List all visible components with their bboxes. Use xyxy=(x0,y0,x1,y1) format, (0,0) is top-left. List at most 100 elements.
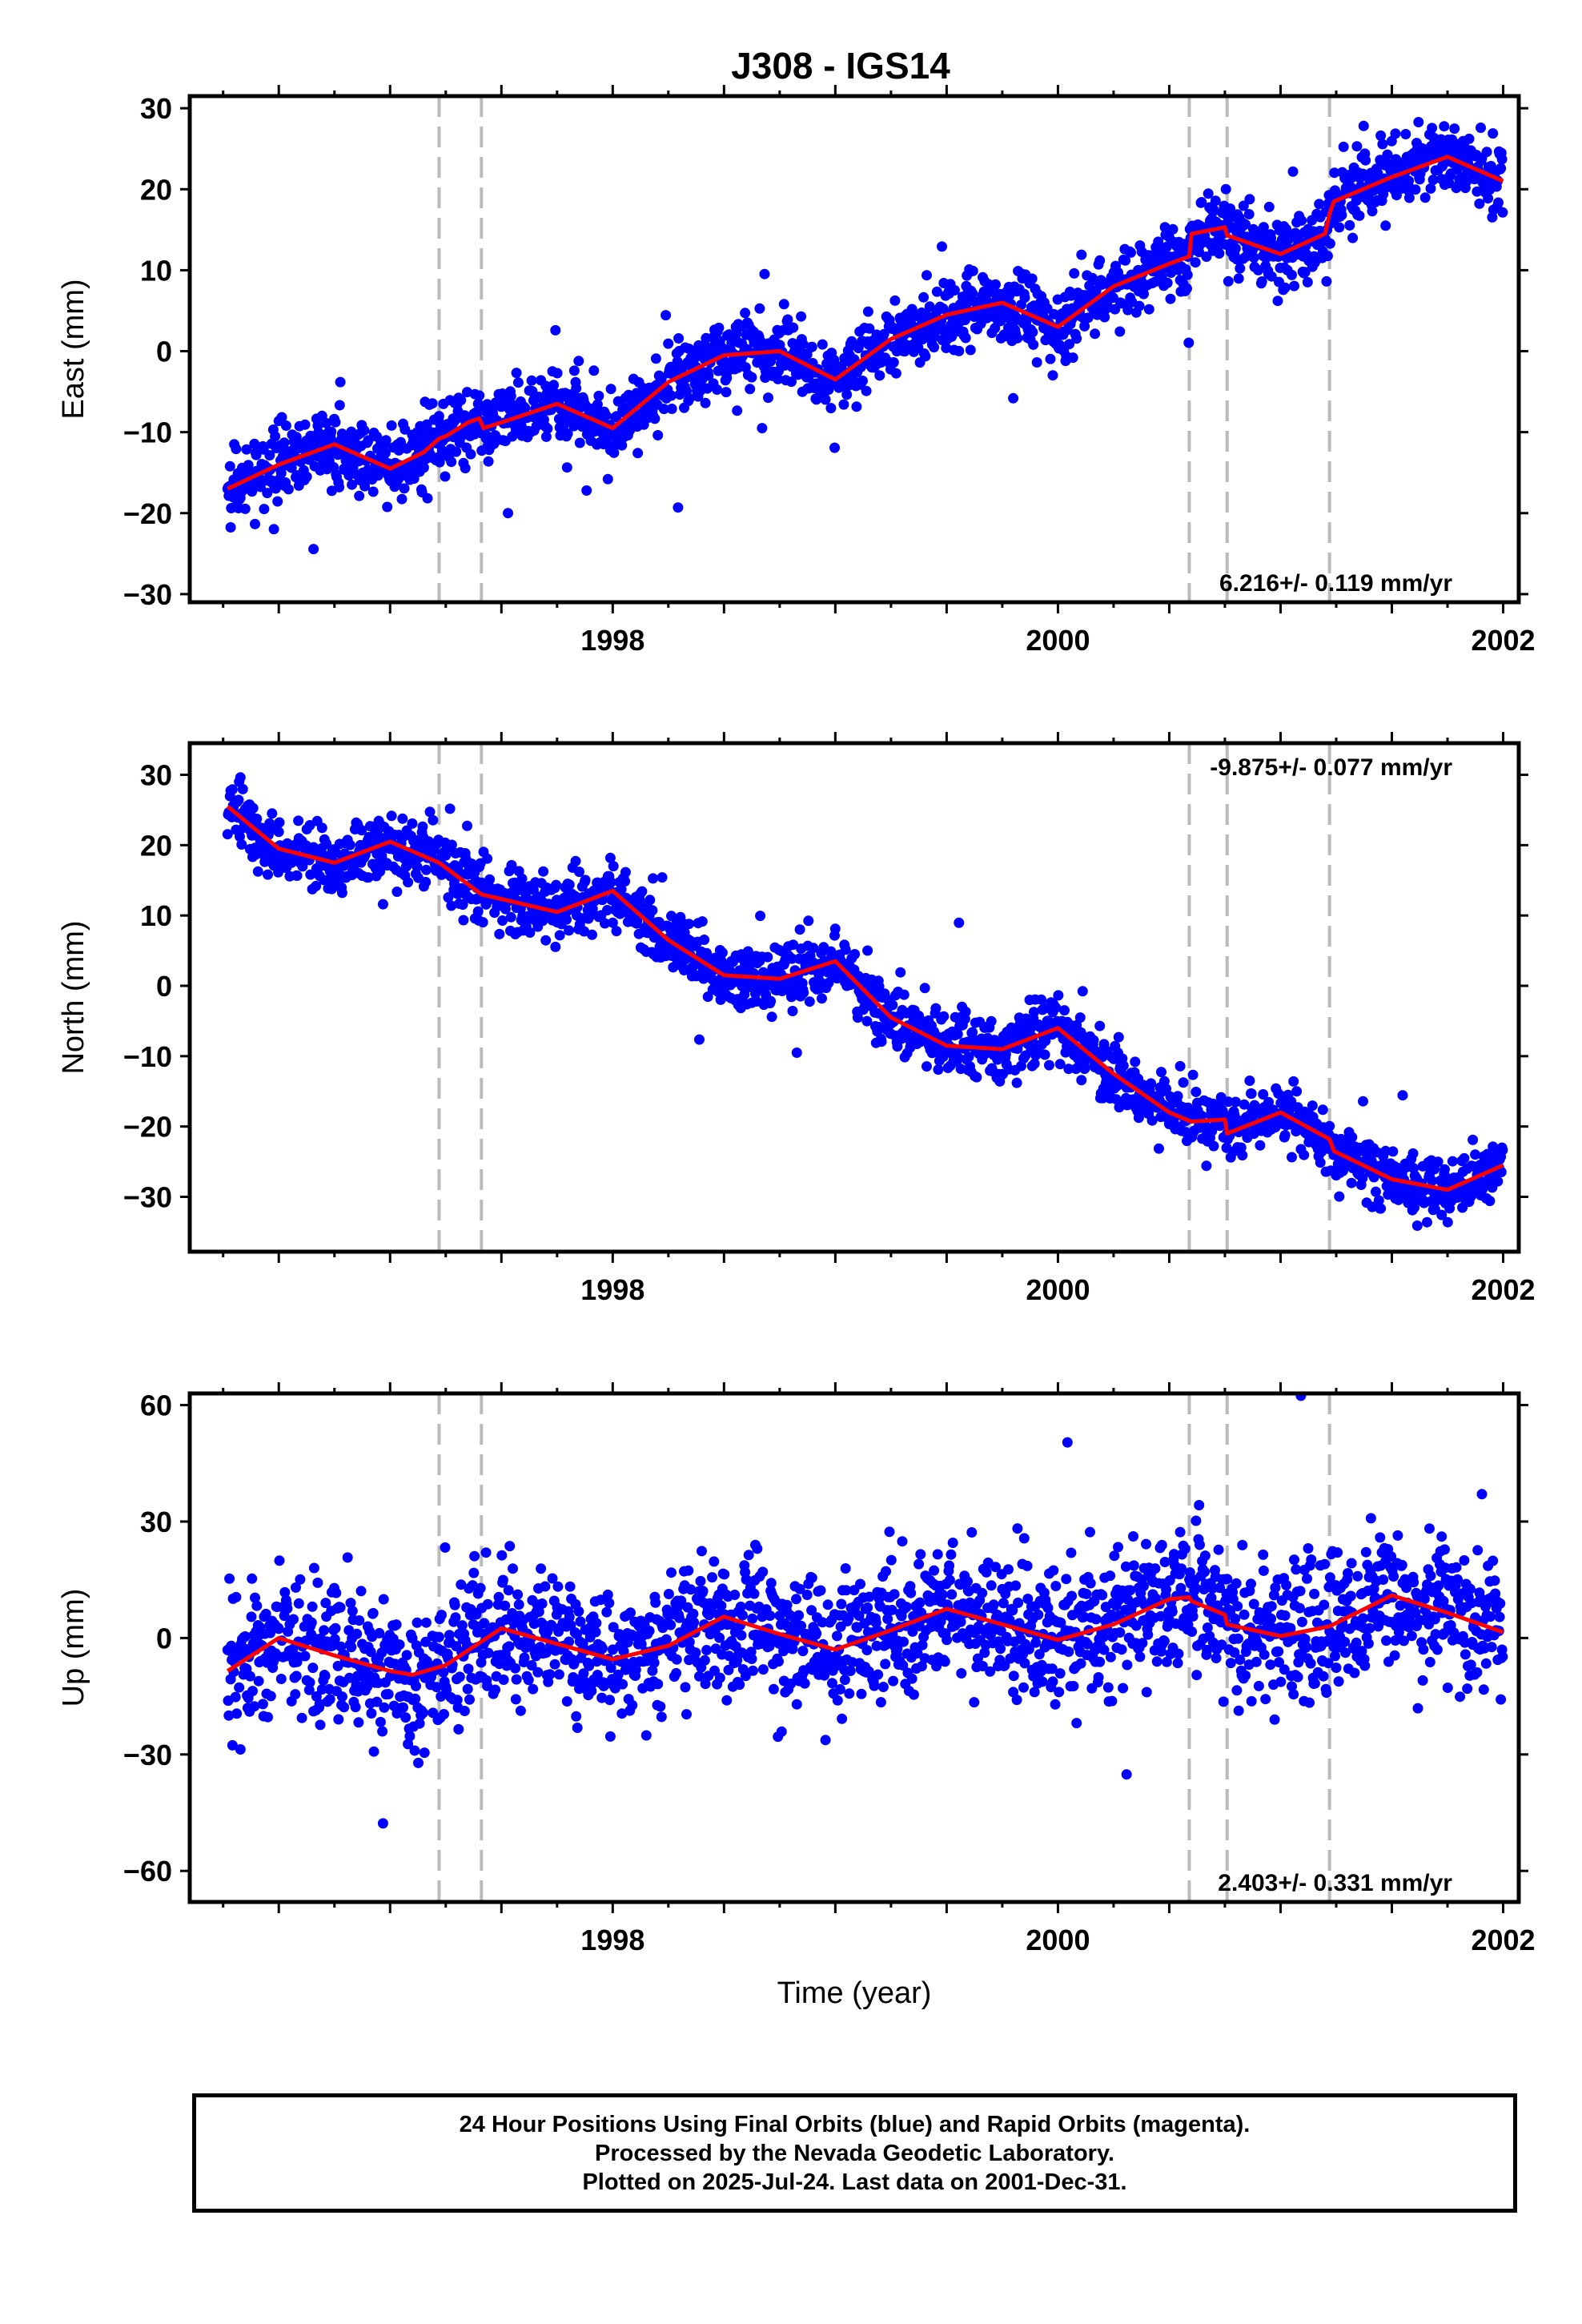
data-point xyxy=(249,1701,260,1712)
data-point xyxy=(480,1547,492,1558)
ytick-label: −10 xyxy=(123,416,172,449)
data-point xyxy=(293,815,304,826)
data-point xyxy=(449,1599,460,1610)
data-point xyxy=(632,448,644,459)
data-point xyxy=(456,395,467,406)
data-point xyxy=(1223,275,1234,287)
data-point xyxy=(275,468,287,479)
data-point xyxy=(247,1573,258,1584)
data-point xyxy=(1357,1172,1368,1184)
data-point xyxy=(246,1611,257,1622)
data-point xyxy=(796,311,807,322)
data-point xyxy=(497,388,508,399)
data-point xyxy=(607,917,618,928)
data-point xyxy=(697,916,708,927)
y-axis-label: East (mm) xyxy=(57,279,90,419)
data-point xyxy=(334,481,345,493)
data-point xyxy=(1422,1216,1432,1228)
xtick-label: 2002 xyxy=(1471,1273,1535,1306)
data-point xyxy=(747,1613,758,1624)
data-point xyxy=(658,404,669,415)
data-point xyxy=(474,390,485,401)
data-point xyxy=(695,1575,706,1586)
data-point xyxy=(304,1677,315,1688)
data-point xyxy=(671,1667,682,1679)
data-point xyxy=(332,1660,343,1671)
data-point xyxy=(709,1665,720,1676)
data-point xyxy=(409,1745,420,1756)
data-point xyxy=(1291,1086,1303,1097)
data-point xyxy=(1045,353,1056,364)
data-point xyxy=(684,392,695,404)
data-point xyxy=(740,1671,751,1682)
data-point xyxy=(941,343,952,353)
ytick-label: −30 xyxy=(123,1180,172,1213)
data-point xyxy=(782,314,793,325)
data-point xyxy=(701,1645,713,1655)
data-point xyxy=(247,802,259,814)
data-point xyxy=(737,1610,748,1621)
data-point xyxy=(464,1694,475,1705)
data-point xyxy=(1143,304,1154,315)
data-point xyxy=(931,286,942,297)
data-point xyxy=(1447,1156,1458,1167)
data-point xyxy=(275,1674,287,1684)
data-point xyxy=(1114,326,1126,337)
data-point xyxy=(1266,271,1277,282)
data-point xyxy=(740,308,751,319)
data-point xyxy=(400,1712,412,1723)
data-point xyxy=(776,1726,787,1737)
data-point xyxy=(602,473,613,485)
data-point xyxy=(617,1679,628,1690)
data-point xyxy=(739,989,750,1000)
data-point xyxy=(1255,1140,1266,1151)
data-point xyxy=(1000,1049,1011,1059)
rate-label: 6.216+/- 0.119 mm/yr xyxy=(1219,570,1452,597)
data-point xyxy=(367,486,379,497)
data-point xyxy=(794,924,805,935)
data-point xyxy=(684,919,695,930)
data-point xyxy=(377,1726,388,1737)
data-point xyxy=(368,1746,379,1757)
data-point xyxy=(561,1696,572,1707)
data-point xyxy=(788,322,799,333)
data-point xyxy=(574,437,585,448)
data-point xyxy=(465,448,476,460)
data-point xyxy=(397,813,408,824)
data-point xyxy=(1397,1090,1408,1101)
data-point xyxy=(1449,123,1460,135)
data-point xyxy=(734,1679,745,1691)
data-point xyxy=(755,911,766,922)
data-point xyxy=(1360,155,1371,166)
xtick-label: 2002 xyxy=(1471,624,1535,657)
data-point xyxy=(1235,263,1246,274)
data-point xyxy=(605,877,616,888)
model-line xyxy=(227,155,1504,491)
data-point xyxy=(1076,249,1087,260)
data-point xyxy=(554,930,565,941)
data-point xyxy=(604,1598,615,1609)
data-point xyxy=(440,1542,451,1553)
data-point xyxy=(291,1671,302,1682)
data-point xyxy=(787,1006,798,1016)
data-point xyxy=(746,1654,757,1664)
data-point xyxy=(768,1683,779,1695)
data-point xyxy=(420,876,432,887)
data-point xyxy=(736,1630,747,1641)
data-point xyxy=(331,1587,342,1598)
data-point xyxy=(250,1592,260,1603)
data-point xyxy=(532,1667,544,1678)
data-point xyxy=(1307,1100,1318,1112)
data-point xyxy=(363,872,374,883)
data-point xyxy=(1289,280,1299,292)
data-point xyxy=(573,356,584,367)
data-point xyxy=(1237,1150,1248,1161)
data-point xyxy=(1138,288,1149,300)
data-point xyxy=(379,1702,390,1713)
data-point xyxy=(418,462,429,473)
data-point xyxy=(785,1679,797,1689)
data-point xyxy=(490,1684,500,1695)
data-point xyxy=(663,1589,674,1599)
plot-area xyxy=(222,743,1508,1252)
data-point xyxy=(1373,1195,1384,1206)
